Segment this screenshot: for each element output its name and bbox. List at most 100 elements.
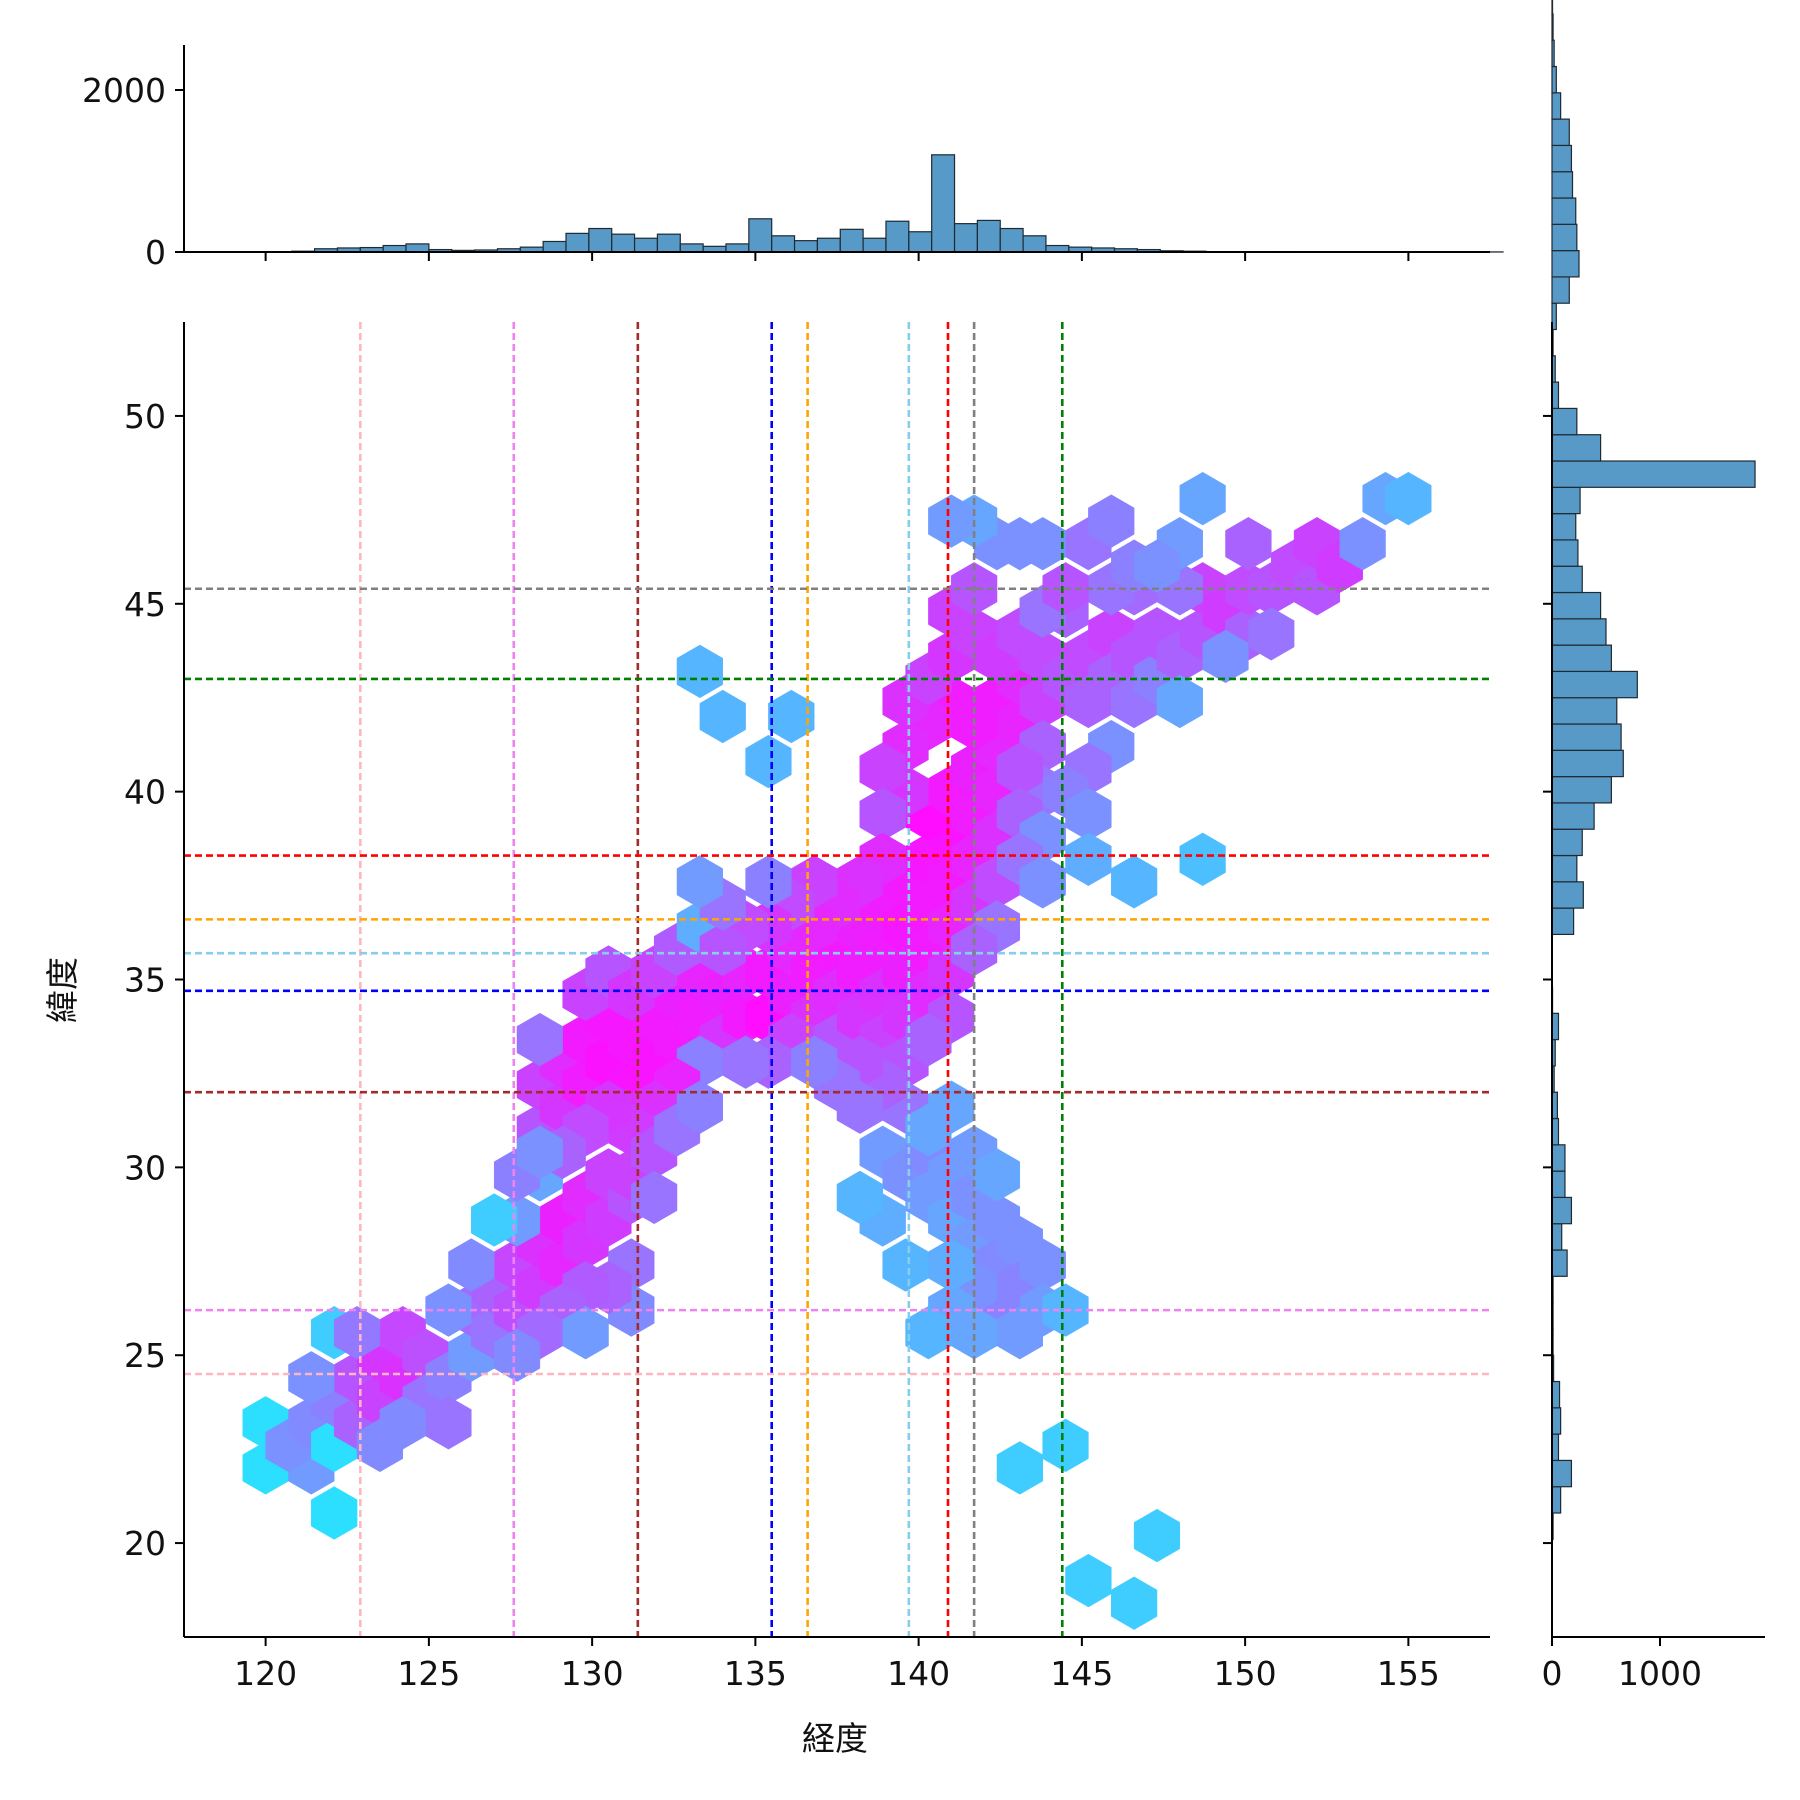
- top-hist-y-tick-label: 2000: [82, 71, 166, 110]
- hexbin-cell: [356, 1418, 404, 1473]
- right-histogram-bar: [1551, 618, 1607, 646]
- top-histogram-bar: [542, 240, 567, 253]
- top-histogram-bar: [405, 243, 430, 253]
- top-histogram-bar: [565, 232, 590, 253]
- hexbin-cell: [1111, 1576, 1158, 1630]
- hexbin-cell: [516, 1125, 563, 1179]
- hexbin-cell: [905, 1012, 952, 1067]
- hexbin-cell: [288, 1351, 335, 1405]
- hexbin-cell: [745, 855, 792, 909]
- right-hist-x-tick-label: 1000: [1618, 1654, 1702, 1693]
- right-histogram-bar: [1551, 1407, 1562, 1435]
- right-histogram-bar: [1551, 65, 1557, 94]
- hexbin-cell: [882, 1238, 929, 1292]
- top-histogram-bar: [725, 243, 750, 253]
- right-histogram-bar: [1551, 13, 1554, 41]
- hexbin-cell: [1179, 832, 1226, 886]
- x-tick-label: 150: [1214, 1654, 1277, 1693]
- hexbin-cell: [1202, 629, 1249, 684]
- top-histogram-bar: [748, 218, 773, 253]
- y-tick-label: 35: [124, 961, 166, 1000]
- reference-lines: [184, 322, 1490, 1637]
- top-histogram-bar: [1022, 235, 1047, 253]
- hexbin-cell: [1065, 1553, 1112, 1608]
- x-tick-label: 130: [561, 1654, 624, 1693]
- hexbin-cell: [699, 689, 746, 744]
- top-histogram-bar: [931, 154, 956, 253]
- hexbin-cell: [745, 734, 792, 789]
- top-hist-y-tick-label: 0: [145, 233, 166, 272]
- right-histogram-bar: [1551, 539, 1579, 567]
- top-histogram-bar: [862, 237, 887, 253]
- y-tick-label: 50: [124, 397, 166, 436]
- hexbin-cell: [699, 922, 746, 977]
- top-histogram-bar: [908, 231, 933, 253]
- right-histogram-bar: [1551, 828, 1583, 857]
- top-histogram-bar: [976, 219, 1001, 253]
- hexbin-cell: [768, 689, 815, 744]
- hexbin-cell: [516, 1012, 563, 1067]
- right-histogram-bar: [1551, 144, 1573, 173]
- right-histogram-bar: [1551, 854, 1578, 883]
- right-histogram-bar: [1551, 92, 1562, 120]
- right-histogram-bar: [1551, 802, 1595, 830]
- hexbin-cell: [562, 1306, 609, 1360]
- hexbin-cell: [1339, 517, 1386, 571]
- right-histogram-bar: [1551, 434, 1602, 462]
- right-histogram-bar: [1551, 1249, 1568, 1277]
- y-tick-label: 20: [124, 1524, 166, 1563]
- hexbin-cell: [1156, 674, 1203, 729]
- hexbin-cell: [1385, 471, 1432, 526]
- top-histogram-bar: [771, 235, 796, 253]
- top-histogram-bar: [839, 228, 864, 253]
- hexbin-cell: [836, 1170, 883, 1225]
- hexbin-cell: [1133, 1508, 1181, 1563]
- hexbin-cell: [1133, 539, 1181, 593]
- right-histogram-bar: [1551, 197, 1577, 225]
- hexbin-cell: [676, 855, 723, 909]
- x-tick-label: 135: [724, 1654, 787, 1693]
- y-tick-label: 40: [124, 773, 166, 812]
- hexbin-cell: [1042, 1418, 1089, 1473]
- hexbin-cell: [1179, 471, 1226, 526]
- hexbin-cell: [996, 1441, 1043, 1495]
- right-histogram-bar: [1551, 670, 1638, 699]
- right-histogram-bar: [1551, 776, 1613, 804]
- hexbin-cell: [311, 1486, 358, 1540]
- hexbin-cell: [1065, 832, 1112, 886]
- hexbin-cell: [493, 1328, 541, 1382]
- right-histogram-bar: [1551, 276, 1570, 304]
- y-tick-label: 45: [124, 585, 166, 624]
- right-histogram-bar: [1551, 749, 1624, 778]
- top-histogram-bar: [656, 233, 681, 253]
- right-histogram-bar: [1551, 407, 1578, 436]
- x-tick-label: 125: [397, 1654, 460, 1693]
- hexbin-layer: [242, 471, 1432, 1630]
- hexbin-cell: [676, 644, 723, 699]
- x-axis-label: 経度: [802, 1719, 868, 1758]
- top-histogram-bar: [953, 223, 978, 253]
- top-histogram-bar: [999, 227, 1024, 253]
- right-histogram-bar: [1551, 513, 1577, 541]
- right-histogram-bar: [1551, 591, 1602, 620]
- hexbin-cell: [1225, 517, 1272, 571]
- y-tick-label: 30: [124, 1148, 166, 1187]
- hexbin-cell: [471, 1193, 518, 1247]
- right-histogram-bar: [1551, 1486, 1562, 1514]
- right-histogram-bar: [1551, 1380, 1561, 1409]
- right-histogram-bar: [1551, 1144, 1566, 1172]
- hexbin-cell: [928, 494, 975, 548]
- top-histogram-bar: [679, 243, 704, 253]
- hexbin-cell: [448, 1238, 495, 1292]
- right-histogram-bar: [1551, 118, 1570, 147]
- x-tick-label: 145: [1050, 1654, 1113, 1693]
- y-tick-label: 25: [124, 1336, 166, 1375]
- right-histogram-bar: [1551, 0, 1554, 15]
- right-histogram-bar: [1551, 39, 1555, 68]
- y-axis-label: 緯度: [43, 957, 82, 1023]
- hexbin-cell: [631, 1170, 678, 1225]
- x-tick-label: 140: [887, 1654, 950, 1693]
- right-histogram-bar: [1551, 486, 1581, 515]
- top-histogram-bar: [793, 240, 819, 253]
